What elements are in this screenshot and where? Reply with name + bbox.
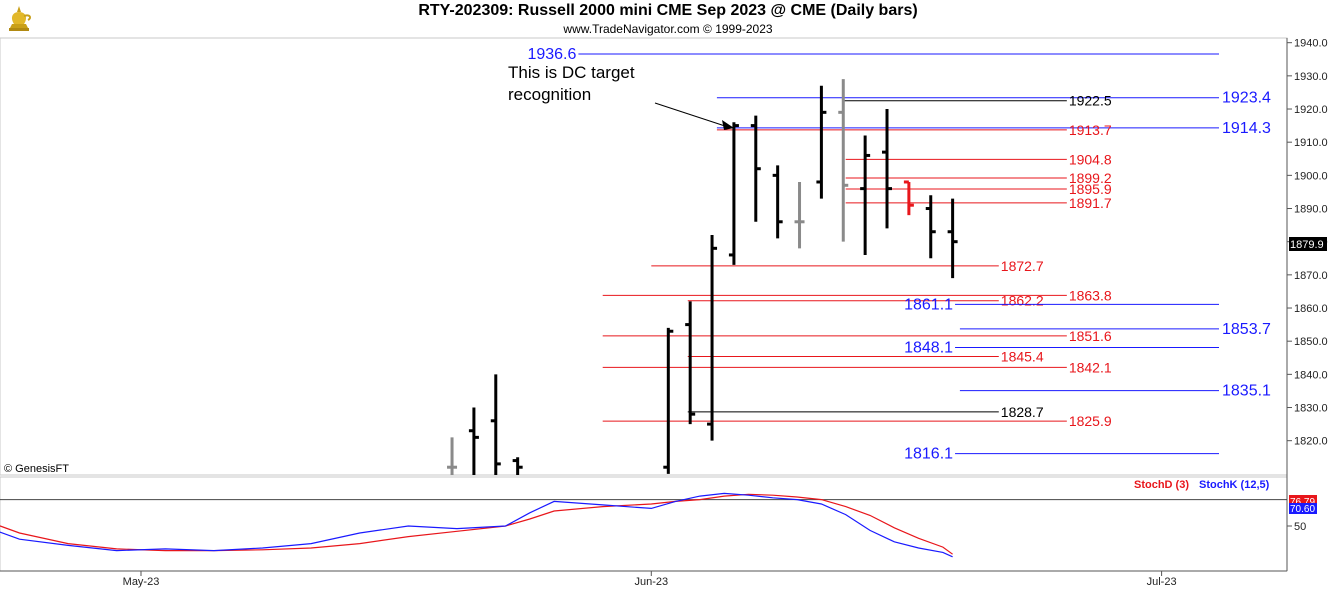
stoch-tick-label: 50 (1294, 521, 1306, 533)
annotation-text: This is DC target recognition (508, 63, 639, 104)
date-tick-label: Jul-23 (1147, 576, 1177, 588)
chart-header: RTY-202309: Russell 2000 mini CME Sep 20… (0, 0, 1336, 38)
price-tick-label: 1820.0 (1294, 436, 1328, 448)
annotation-arrow (654, 102, 729, 128)
level-label: 1872.7 (1001, 258, 1044, 274)
stoch-series-line (0, 492, 953, 558)
legend-stochd: StochD (3) (1134, 479, 1189, 491)
price-tick-label: 1900.0 (1294, 170, 1328, 182)
legend-stochk: StochK (12,5) (1199, 479, 1270, 491)
stochd-last-label: 76.79 (1290, 497, 1315, 508)
level-label: 1899.2 (1069, 170, 1112, 186)
level-label: 1914.3 (1222, 120, 1271, 137)
level-label: 1891.7 (1069, 195, 1112, 211)
level-label: 1922.5 (1069, 93, 1112, 109)
fib-levels: 1936.6 1923.4 1922.5 1914.3 1913.7 1904.8 1899… (527, 46, 1271, 463)
price-panel (0, 37, 1288, 476)
last-price-label: 1879.9 (1290, 239, 1324, 251)
level-label: 1853.7 (1222, 321, 1271, 338)
stoch-series-line (0, 493, 953, 555)
level-label: 1825.9 (1069, 413, 1112, 429)
level-label: 1842.1 (1069, 359, 1112, 375)
level-label: 1863.8 (1069, 287, 1112, 303)
level-label: 1904.8 (1069, 151, 1112, 167)
last-price-badge (1289, 237, 1327, 251)
stochastic-lines: 50 (0, 492, 1306, 558)
genesis-lamp-logo-icon (9, 6, 32, 31)
chart-subtitle: www.TradeNavigator.com © 1999-2023 (563, 22, 773, 36)
level-label: 1835.1 (1222, 383, 1271, 400)
annotation-line-1: This is DC target (508, 63, 635, 82)
date-tick-label: Jun-23 (634, 576, 668, 588)
date-tick-label: May-23 (123, 576, 160, 588)
price-tick-label: 1910.0 (1294, 137, 1328, 149)
price-tick-label: 1840.0 (1294, 369, 1328, 381)
level-label: 1913.7 (1069, 122, 1112, 138)
date-axis-ticks: May-23 Jun-23 Jul-23 (123, 571, 1177, 588)
level-label: 1895.9 (1069, 181, 1112, 197)
ohlc-bars (447, 79, 958, 475)
level-label: 1816.1 (904, 446, 953, 463)
annotation-arrowhead (722, 120, 734, 130)
price-tick-label: 1830.0 (1294, 403, 1328, 415)
level-label: 1828.7 (1001, 404, 1044, 420)
price-tick-label: 1850.0 (1294, 336, 1328, 348)
stochk-last-badge (1289, 503, 1317, 514)
level-label: 1845.4 (1001, 348, 1044, 364)
price-tick-label: 1930.0 (1294, 71, 1328, 83)
price-tick-label: 1940.0 (1294, 38, 1328, 50)
level-label: 1862.2 (1001, 293, 1044, 309)
chart-title: RTY-202309: Russell 2000 mini CME Sep 20… (418, 2, 918, 19)
level-label: 1851.6 (1069, 328, 1112, 344)
annotation-line-2: recognition (508, 85, 591, 104)
price-tick-label: 1920.0 (1294, 104, 1328, 116)
level-label: 1861.1 (904, 296, 953, 313)
price-tick-label: 1870.0 (1294, 270, 1328, 282)
watermark: © GenesisFT (4, 463, 69, 475)
stochastic-panel (0, 476, 1288, 572)
price-tick-label: 1890.0 (1294, 204, 1328, 216)
level-label: 1848.1 (904, 339, 953, 356)
level-label: 1923.4 (1222, 90, 1271, 107)
price-tick-label: 1860.0 (1294, 303, 1328, 315)
level-label: 1936.6 (527, 46, 576, 63)
stochk-last-label: 70.60 (1290, 504, 1315, 515)
